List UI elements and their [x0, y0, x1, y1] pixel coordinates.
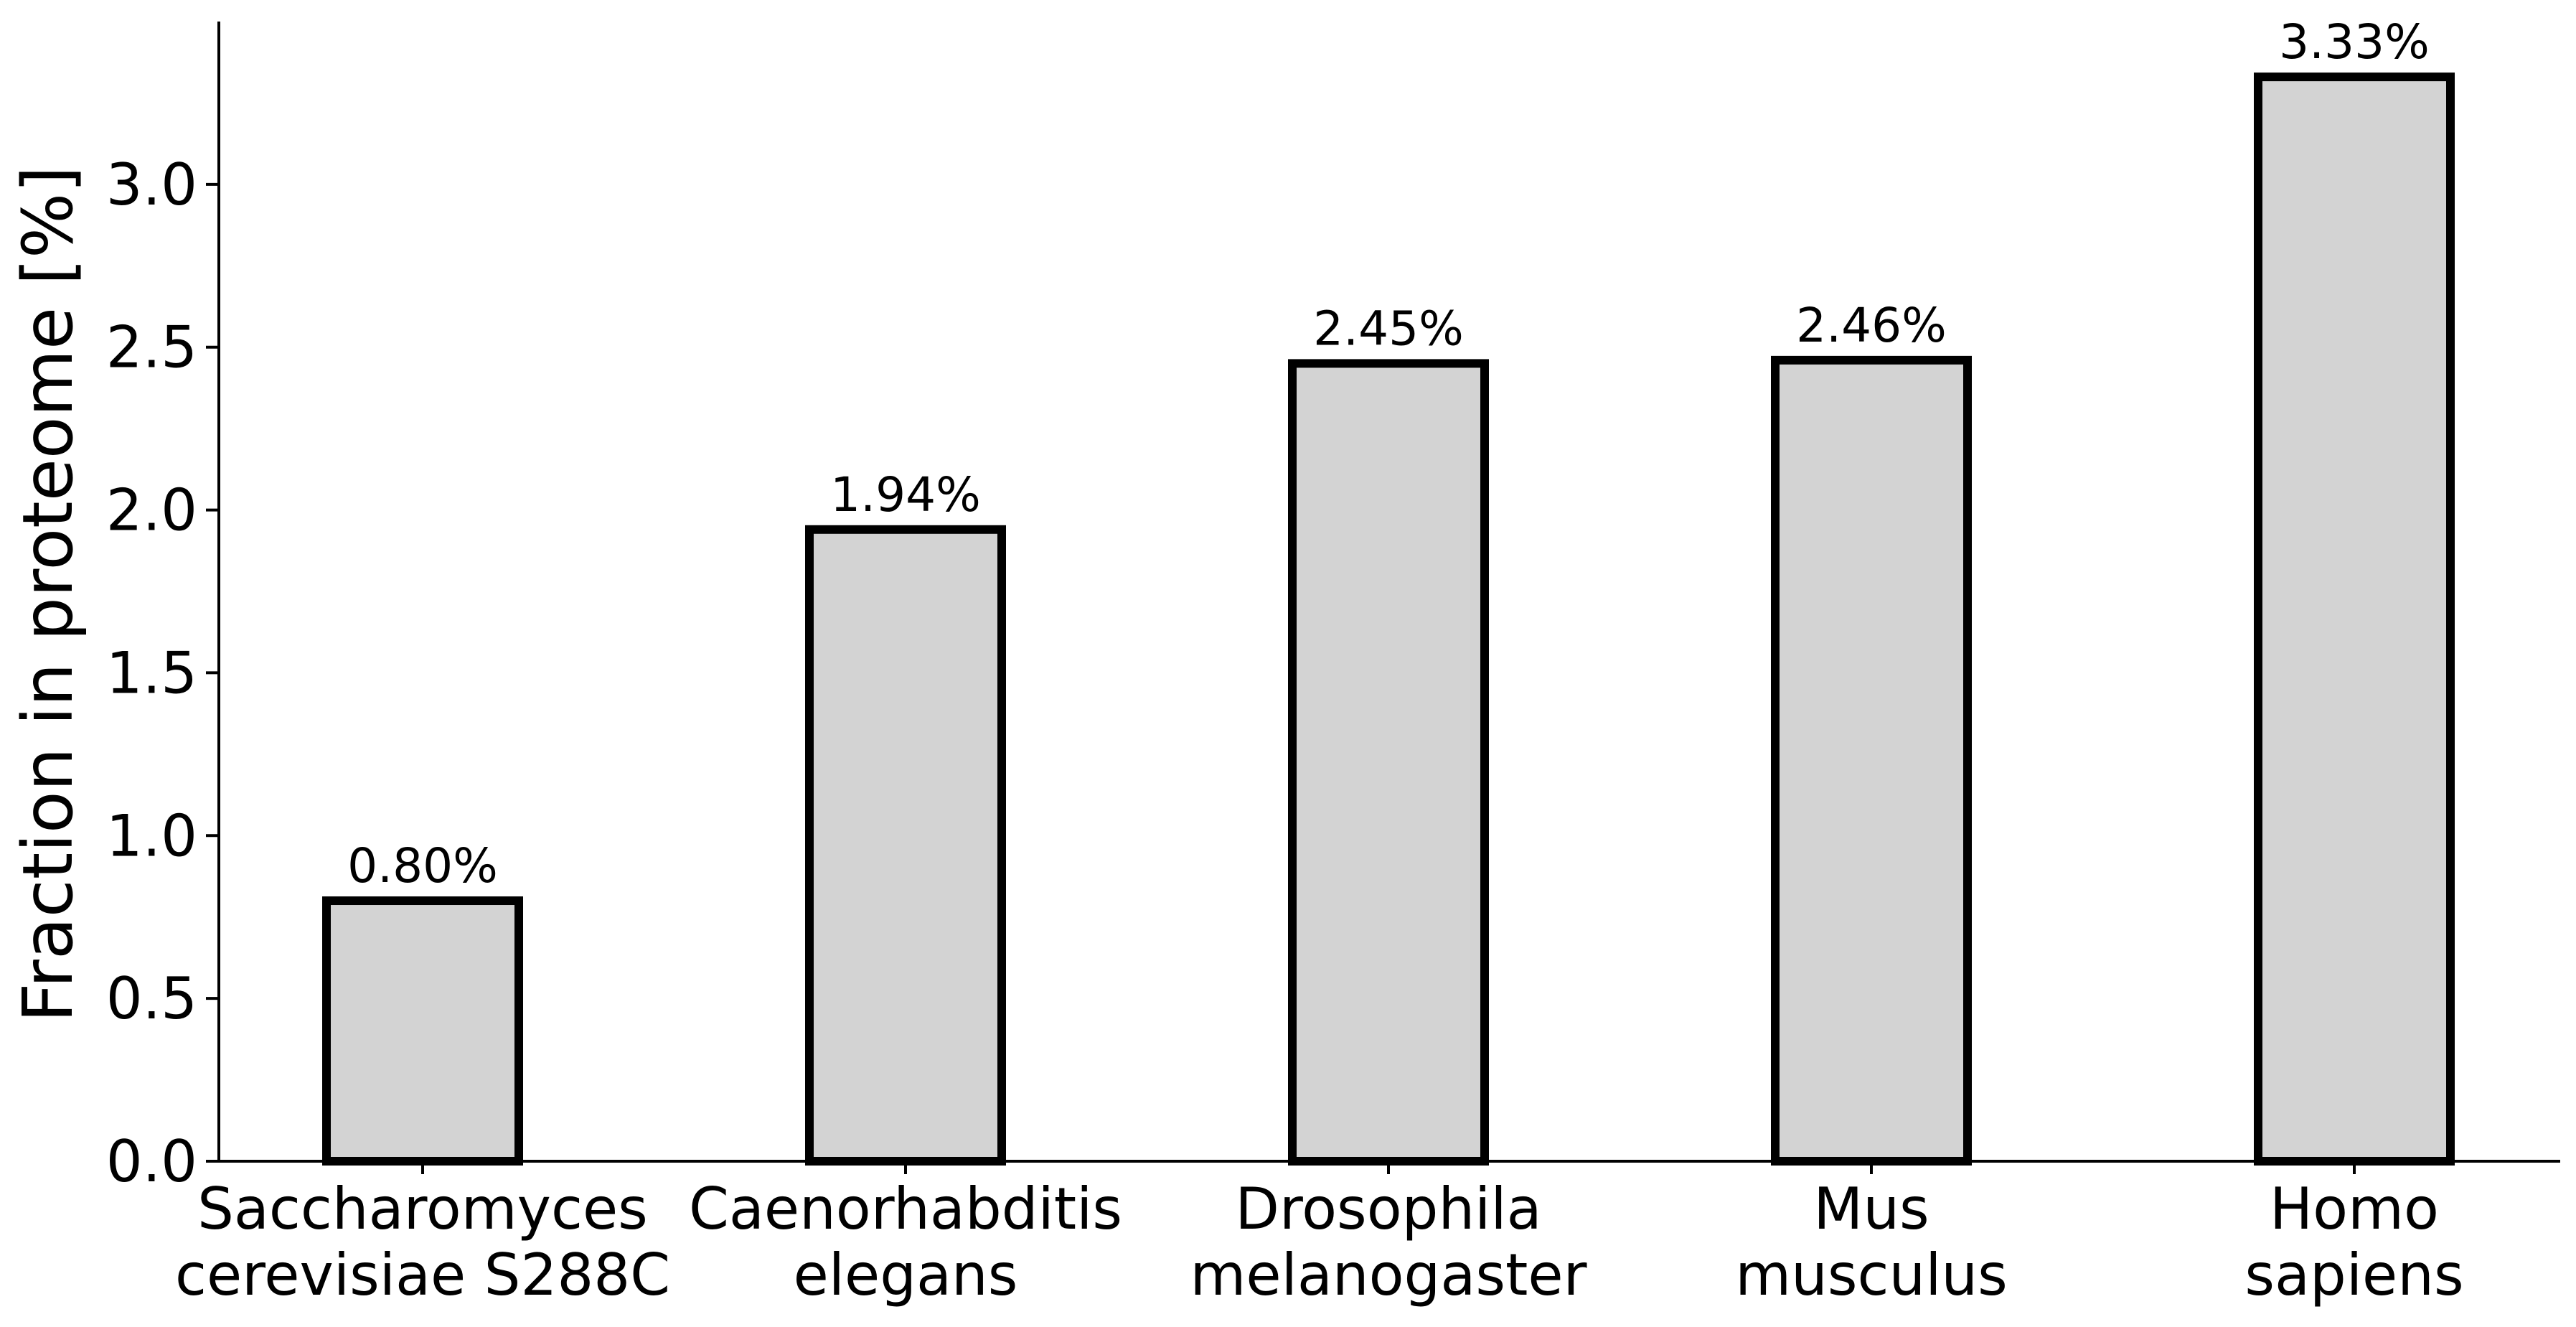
y-tick-label: 1.5 [106, 639, 197, 706]
category-label: sapiens [2244, 1242, 2463, 1308]
data-label: 2.45% [1313, 301, 1464, 356]
category-label: musculus [1735, 1242, 2008, 1308]
data-label: 2.46% [1796, 298, 1947, 353]
y-axis-title: Fraction in proteome [%] [8, 166, 88, 1022]
y-tick-label: 2.5 [106, 314, 197, 381]
bar [805, 525, 1006, 1166]
y-tick-label: 1.0 [106, 802, 197, 869]
category-label: melanogaster [1190, 1242, 1587, 1308]
bars [322, 72, 2455, 1166]
bar [1771, 355, 1972, 1166]
category-label: Saccharomyces [197, 1176, 648, 1242]
category-label: cerevisiae S288C [175, 1242, 670, 1308]
y-tick-label: 2.0 [106, 477, 197, 544]
y-tick-label: 0.0 [106, 1128, 197, 1195]
category-label: Drosophila [1235, 1176, 1541, 1242]
category-label: elegans [794, 1242, 1018, 1308]
bar [322, 896, 523, 1166]
y-axis-ticks: 0.0 0.5 1.0 1.5 2.0 2.5 3.0 [106, 151, 219, 1195]
data-label: 0.80% [347, 838, 498, 894]
bar [1288, 359, 1489, 1166]
data-label: 1.94% [830, 467, 981, 522]
data-label: 3.33% [2279, 14, 2430, 70]
category-label: Homo [2270, 1176, 2439, 1242]
category-label: Caenorhabditis [689, 1176, 1122, 1242]
y-tick-label: 3.0 [106, 151, 197, 218]
data-labels: 0.80% 1.94% 2.45% 2.46% 3.33% [347, 14, 2430, 894]
category-label: Mus [1813, 1176, 1929, 1242]
y-tick-label: 0.5 [106, 965, 197, 1032]
bar [2254, 72, 2455, 1166]
